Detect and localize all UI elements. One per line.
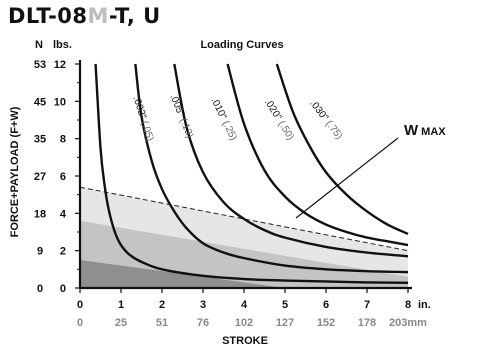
tick-labels: 0029418627835104512530012525137641025127… (34, 59, 427, 329)
x-axis-label: STROKE (222, 335, 268, 347)
y-axis-label: FORCE+PAYLOAD (F+W) (9, 106, 21, 237)
x-tick-label-mm: 102 (235, 317, 253, 329)
y-tick-label-n: 0 (37, 283, 43, 295)
curve-3 (173, 63, 409, 258)
x-tick-label-in: 5 (282, 299, 288, 311)
x-unit-in: in. (418, 299, 431, 311)
x-tick-label-in: 3 (200, 299, 206, 311)
x-tick-label-mm: 203mm (389, 317, 427, 329)
curve-label-1: .002" (.05) (130, 95, 155, 142)
wmax-label: W MAX (404, 122, 446, 139)
y-tick-label-n: 27 (34, 171, 46, 183)
curves (94, 63, 409, 284)
y-tick-label-lbs: 0 (60, 283, 66, 295)
y-tick-label-lbs: 10 (54, 96, 66, 108)
y-unit-lbs: lbs. (53, 39, 72, 51)
x-tick-label-mm: 127 (276, 317, 294, 329)
y-tick-label-n: 35 (34, 134, 46, 146)
y-tick-label-lbs: 4 (60, 208, 67, 220)
x-tick-label-mm: 25 (115, 317, 127, 329)
x-tick-label-in: 8 (405, 299, 411, 311)
y-tick-label-lbs: 12 (54, 59, 66, 71)
y-tick-label-lbs: 2 (60, 246, 66, 258)
x-tick-label-mm: 178 (358, 317, 376, 329)
x-tick-label-in: 7 (364, 299, 370, 311)
y-unit-n: N (35, 39, 43, 51)
wmax-pointer (295, 137, 399, 219)
x-tick-label-in: 6 (323, 299, 329, 311)
x-tick-label-mm: 152 (317, 317, 335, 329)
curve-label-2: .005" (.13) (167, 93, 195, 140)
curve-label-5: .030" (.75) (307, 98, 344, 141)
curve-1 (94, 63, 409, 284)
x-tick-label-mm: 51 (156, 317, 168, 329)
product-title: DLT-08M-T, U (8, 4, 161, 28)
y-tick-label-lbs: 6 (60, 171, 66, 183)
x-tick-label-mm: 76 (197, 317, 209, 329)
shaded-regions (79, 186, 409, 288)
curve-4 (226, 63, 409, 247)
x-tick-label-in: 1 (118, 299, 124, 311)
chart-title: Loading Curves (200, 39, 283, 51)
curve-label-3: .010" (.25) (209, 96, 239, 142)
y-tick-label-n: 45 (34, 96, 46, 108)
y-tick-label-n: 9 (37, 246, 43, 258)
y-tick-label-lbs: 8 (60, 134, 66, 146)
curve-5 (275, 63, 409, 235)
x-tick-label-in: 2 (159, 299, 165, 311)
curve-2 (134, 63, 409, 274)
x-tick-label-in: 0 (77, 299, 83, 311)
x-tick-label-in: 4 (241, 299, 248, 311)
x-tick-label-mm: 0 (77, 317, 83, 329)
y-tick-label-n: 53 (34, 59, 46, 71)
y-tick-label-n: 18 (34, 208, 46, 220)
axes (78, 60, 412, 290)
